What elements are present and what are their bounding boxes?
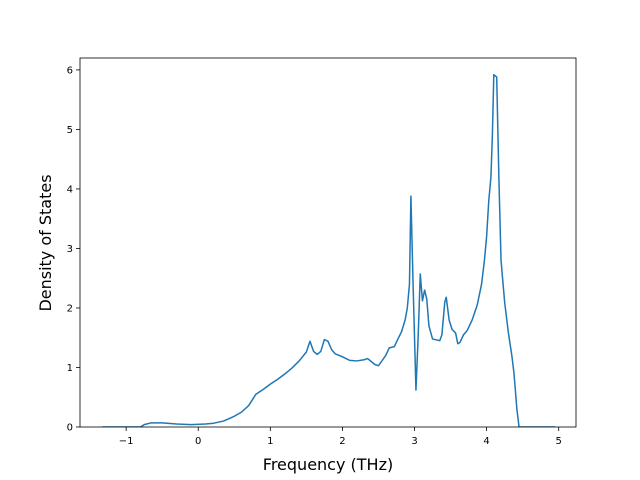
y-tick-label: 3 xyxy=(67,244,73,255)
y-tick-label: 5 xyxy=(67,125,73,136)
y-axis-label: Density of States xyxy=(36,174,55,311)
x-tick-label: 1 xyxy=(267,436,273,447)
y-tick-label: 0 xyxy=(67,423,73,434)
y-tick-label: 1 xyxy=(67,363,73,374)
plot-frame xyxy=(79,57,577,428)
y-tick-label: 4 xyxy=(67,184,73,195)
x-tick-label: −1 xyxy=(119,436,134,447)
y-tick-label: 2 xyxy=(67,303,73,314)
x-tick-label: 2 xyxy=(339,436,345,447)
x-tick-label: 5 xyxy=(556,436,562,447)
x-tick-label: 0 xyxy=(195,436,201,447)
y-tick-label: 6 xyxy=(67,65,73,76)
x-axis-label: Frequency (THz) xyxy=(263,455,393,474)
x-tick-label: 3 xyxy=(411,436,417,447)
line xyxy=(102,73,556,427)
x-tick-label: 4 xyxy=(483,436,489,447)
